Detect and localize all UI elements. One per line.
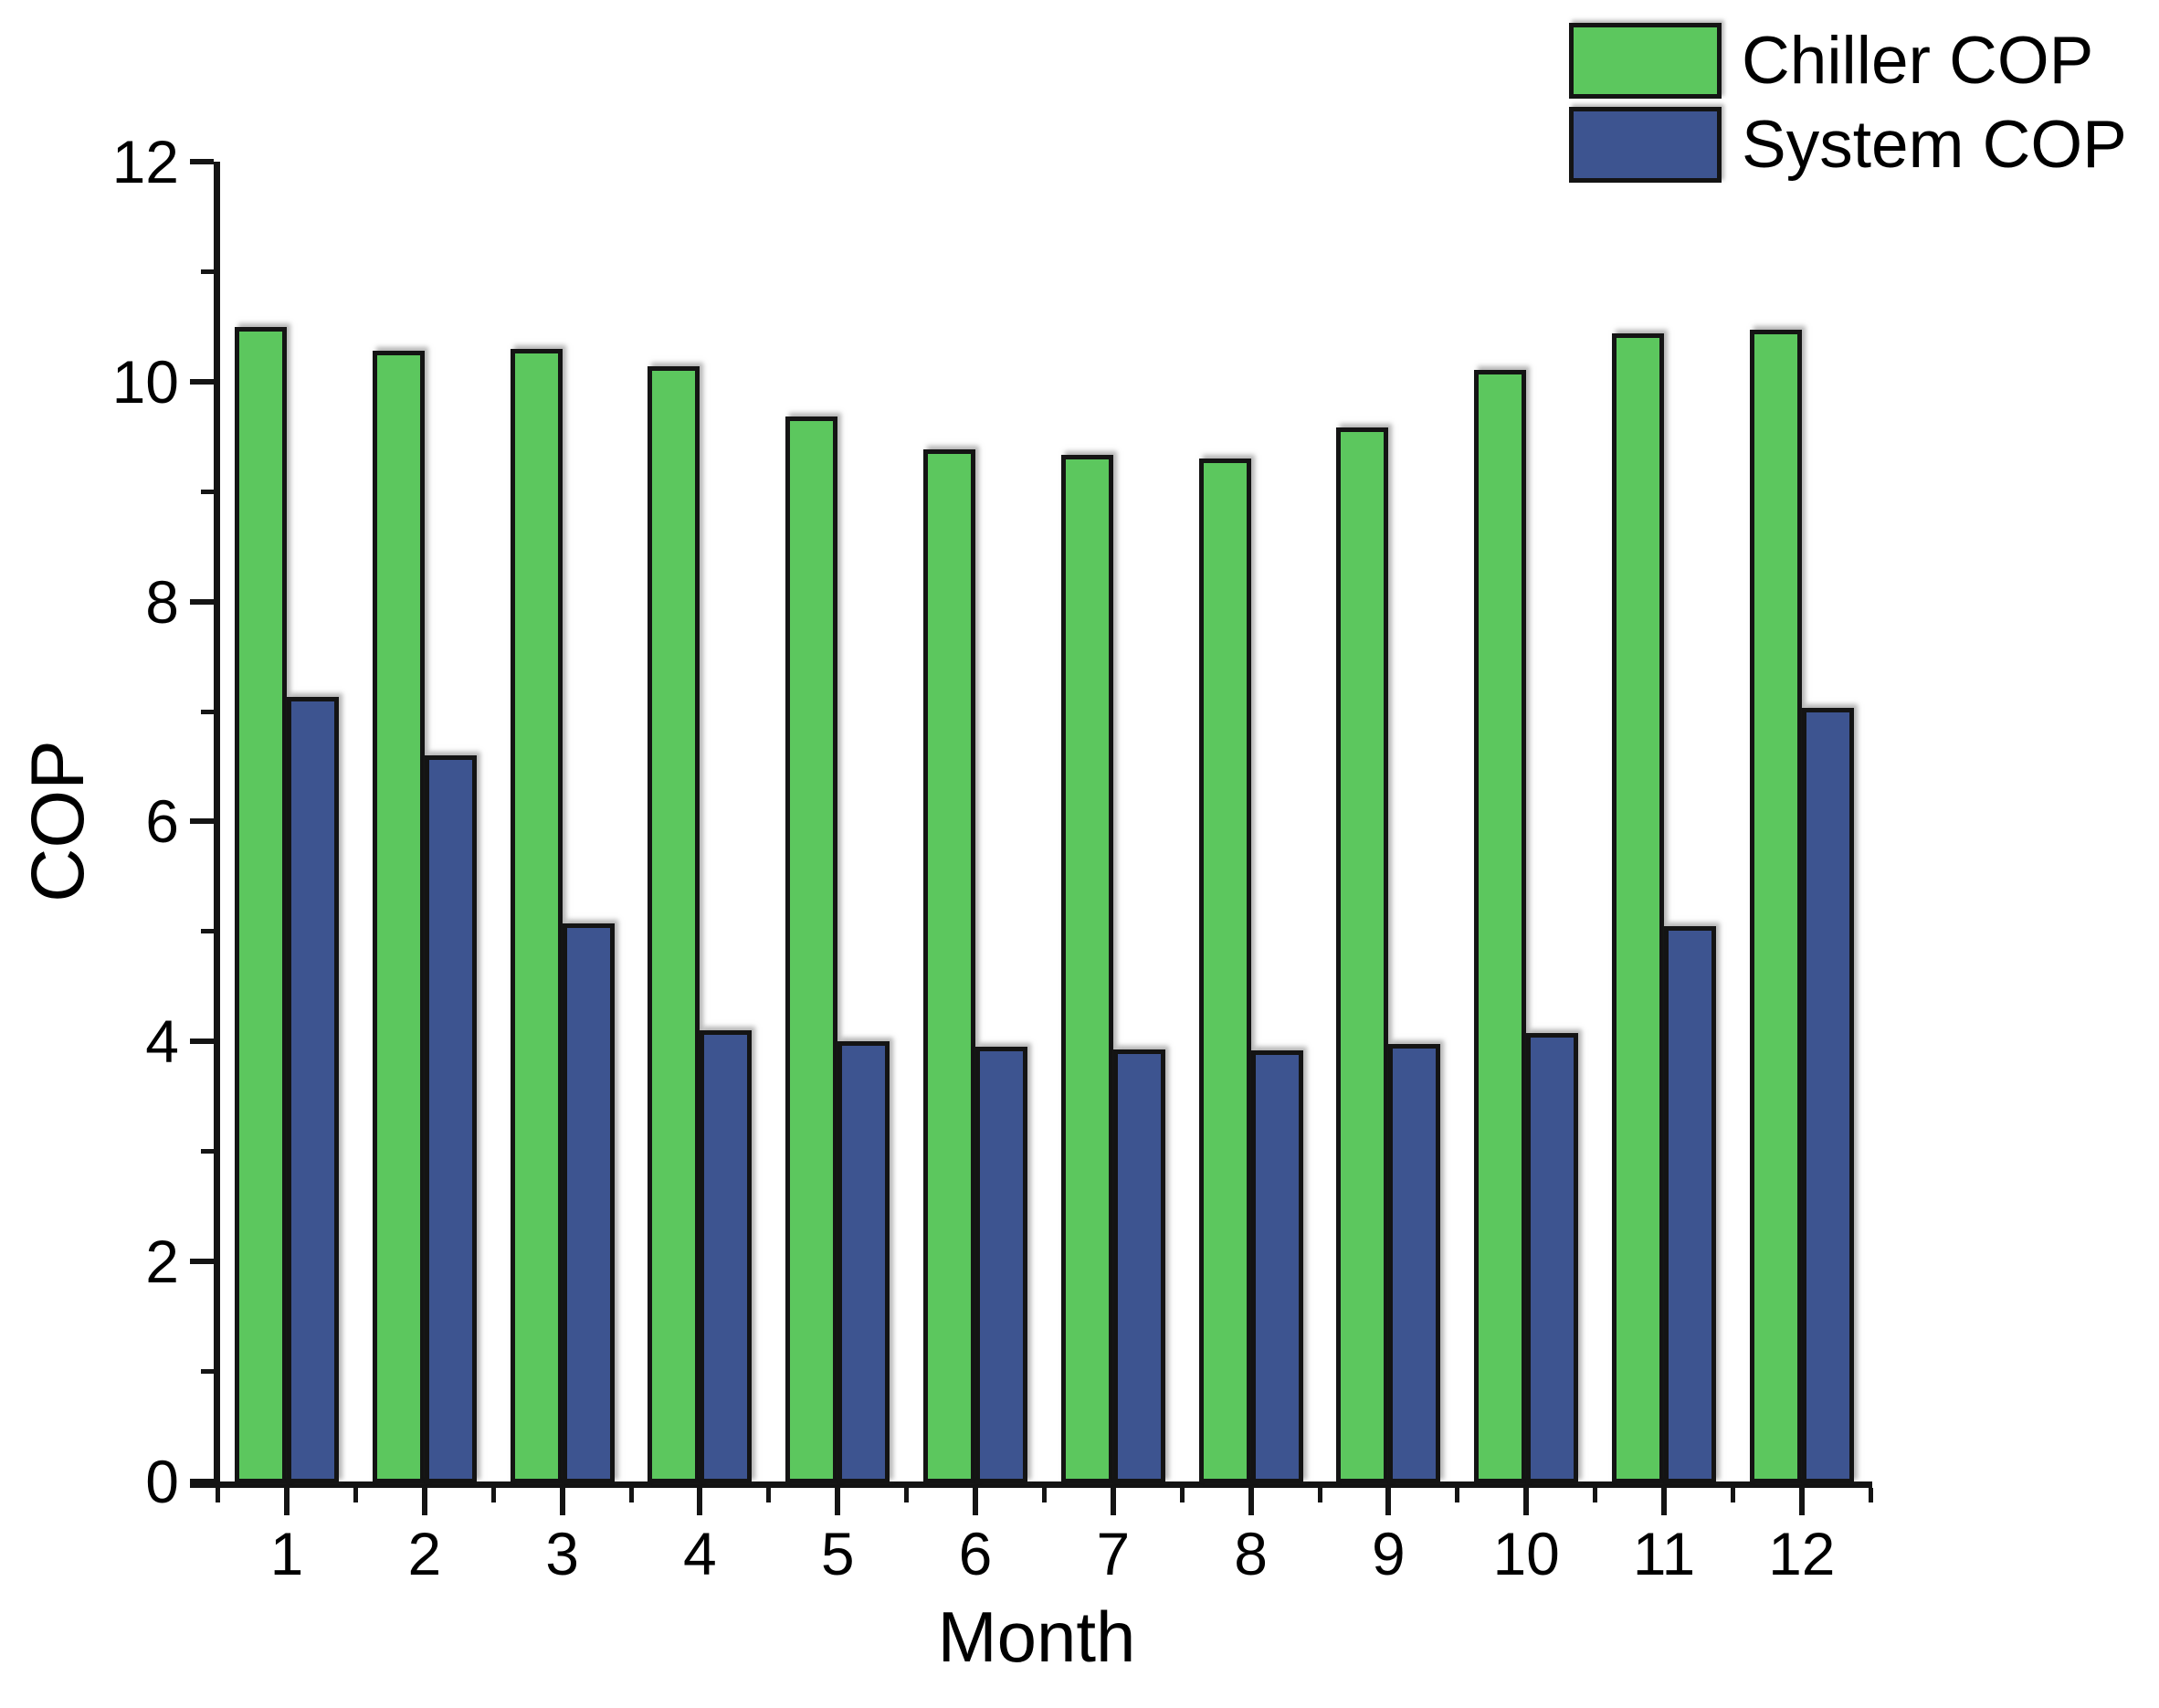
bar-chiller-cop-month-5 xyxy=(785,416,838,1483)
y-major-tick xyxy=(190,1039,214,1045)
x-major-tick xyxy=(1248,1488,1254,1515)
bar-system-cop-month-8 xyxy=(1250,1049,1303,1483)
y-tick-label: 2 xyxy=(145,1228,179,1296)
y-tick-label: 12 xyxy=(111,127,179,195)
bar-chiller-cop-month-3 xyxy=(510,348,563,1483)
x-major-tick xyxy=(835,1488,841,1515)
bar-chiller-cop-month-8 xyxy=(1198,459,1251,1483)
y-major-tick xyxy=(190,158,214,164)
y-minor-tick xyxy=(201,1149,214,1154)
y-tick-label: 10 xyxy=(111,347,179,416)
y-major-tick xyxy=(190,598,214,605)
x-minor-tick xyxy=(1868,1488,1873,1502)
x-minor-tick xyxy=(353,1488,358,1502)
x-axis-line xyxy=(190,1481,1872,1488)
x-tick-label: 11 xyxy=(1632,1520,1696,1587)
bar-chiller-cop-month-1 xyxy=(235,326,287,1483)
x-tick-label: 6 xyxy=(958,1520,993,1587)
x-axis-title: Month xyxy=(937,1597,1136,1677)
bar-chiller-cop-month-7 xyxy=(1060,455,1113,1483)
x-major-tick xyxy=(1385,1488,1392,1515)
bar-chiller-cop-month-4 xyxy=(648,365,700,1483)
x-minor-tick xyxy=(1179,1488,1185,1502)
x-major-tick xyxy=(973,1488,978,1515)
x-tick-label: 4 xyxy=(683,1520,717,1587)
x-tick-label: 12 xyxy=(1768,1520,1836,1587)
y-minor-tick xyxy=(201,929,214,934)
bar-system-cop-month-9 xyxy=(1388,1043,1441,1483)
bar-chiller-cop-month-11 xyxy=(1612,332,1664,1483)
x-tick-label: 9 xyxy=(1372,1520,1406,1587)
bar-system-cop-month-6 xyxy=(975,1047,1027,1483)
bar-system-cop-month-1 xyxy=(287,697,339,1483)
bar-chiller-cop-month-10 xyxy=(1474,369,1527,1483)
y-tick-label: 8 xyxy=(145,567,179,636)
bar-system-cop-month-7 xyxy=(1112,1049,1165,1483)
x-minor-tick xyxy=(1730,1488,1735,1502)
y-major-tick xyxy=(190,818,214,825)
x-tick-label: 5 xyxy=(820,1520,855,1587)
x-major-tick xyxy=(1110,1488,1116,1515)
x-major-tick xyxy=(421,1488,427,1515)
bar-system-cop-month-12 xyxy=(1801,708,1854,1483)
x-minor-tick xyxy=(1041,1488,1047,1502)
bar-chiller-cop-month-6 xyxy=(923,449,975,1483)
x-minor-tick xyxy=(216,1488,221,1502)
x-major-tick xyxy=(697,1488,703,1515)
bar-chiller-cop-month-9 xyxy=(1336,427,1389,1483)
x-minor-tick xyxy=(904,1488,910,1502)
x-tick-label: 8 xyxy=(1234,1520,1268,1587)
bar-system-cop-month-4 xyxy=(700,1030,753,1483)
y-axis-line xyxy=(214,161,220,1488)
bar-system-cop-month-5 xyxy=(837,1041,890,1483)
x-major-tick xyxy=(1661,1488,1667,1515)
bar-system-cop-month-3 xyxy=(562,923,615,1483)
x-tick-label: 2 xyxy=(407,1520,442,1587)
bar-system-cop-month-10 xyxy=(1526,1032,1579,1483)
x-major-tick xyxy=(559,1488,565,1515)
y-tick-label: 0 xyxy=(145,1448,179,1515)
y-tick-label: 4 xyxy=(145,1007,179,1076)
x-major-tick xyxy=(1798,1488,1805,1515)
x-minor-tick xyxy=(628,1488,634,1502)
y-minor-tick xyxy=(201,489,214,494)
y-minor-tick xyxy=(201,269,214,274)
x-minor-tick xyxy=(490,1488,496,1502)
y-major-tick xyxy=(190,1479,214,1484)
x-minor-tick xyxy=(1317,1488,1322,1502)
x-major-tick xyxy=(1523,1488,1530,1515)
x-tick-label: 7 xyxy=(1096,1520,1131,1587)
x-tick-label: 10 xyxy=(1492,1520,1560,1587)
legend-label-chiller-cop: Chiller COP xyxy=(1742,24,2094,98)
y-minor-tick xyxy=(201,709,214,714)
x-minor-tick xyxy=(766,1488,772,1502)
y-minor-tick xyxy=(201,1369,214,1375)
y-tick-label: 6 xyxy=(145,787,179,856)
y-major-tick xyxy=(190,378,214,385)
legend-swatch-chiller-cop xyxy=(1569,23,1722,99)
x-tick-label: 3 xyxy=(545,1520,579,1587)
x-major-tick xyxy=(284,1488,290,1515)
x-minor-tick xyxy=(1455,1488,1460,1502)
legend-swatch-system-cop xyxy=(1569,107,1722,183)
legend-label-system-cop: System COP xyxy=(1742,108,2127,182)
bar-system-cop-month-11 xyxy=(1664,925,1716,1483)
x-minor-tick xyxy=(1593,1488,1598,1502)
x-tick-label: 1 xyxy=(269,1520,304,1587)
y-major-tick xyxy=(190,1259,214,1265)
bar-chiller-cop-month-2 xyxy=(372,351,425,1483)
bar-chiller-cop-month-12 xyxy=(1749,330,1802,1483)
bar-system-cop-month-2 xyxy=(424,755,477,1483)
